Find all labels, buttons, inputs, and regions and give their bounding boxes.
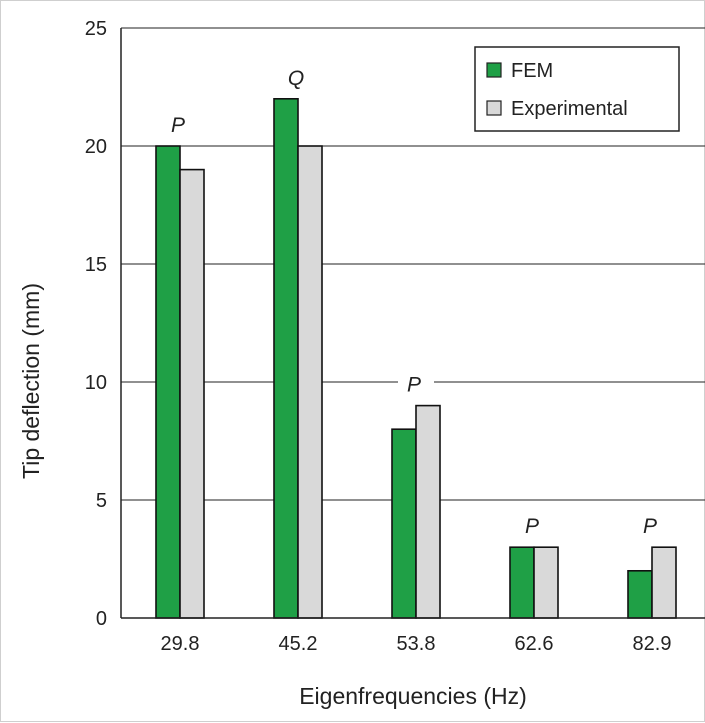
bar-fem-29.8 bbox=[155, 145, 181, 619]
y-tick-label: 5 bbox=[96, 490, 107, 512]
bar-experimental-45.2 bbox=[297, 145, 323, 619]
x-tick-label: 82.9 bbox=[633, 633, 672, 655]
y-tick-label: 15 bbox=[85, 254, 107, 276]
y-tick-label: 25 bbox=[85, 18, 107, 40]
y-tick-label: 10 bbox=[85, 372, 107, 394]
bar-annotation: P bbox=[407, 374, 421, 397]
bar-annotation: P bbox=[643, 515, 657, 538]
y-tick-label: 0 bbox=[96, 608, 107, 630]
x-tick-label: 53.8 bbox=[397, 633, 436, 655]
legend-label-experimental: Experimental bbox=[511, 98, 628, 120]
annotation-halo bbox=[280, 64, 316, 91]
gridlines bbox=[121, 27, 705, 501]
bar-experimental-29.8 bbox=[179, 168, 205, 619]
bar-fem-62.6 bbox=[509, 546, 535, 619]
bar-experimental-53.8 bbox=[415, 404, 441, 619]
x-axis-title: Eigenfrequencies (Hz) bbox=[299, 683, 527, 709]
annotation-halo bbox=[634, 513, 670, 540]
annotation-halo bbox=[162, 112, 198, 138]
x-tick-labels: 29.8 45.2 53.8 62.6 82.9 bbox=[161, 633, 672, 655]
y-tick-label: 20 bbox=[85, 136, 107, 158]
bar-annotations: P Q P P P bbox=[162, 64, 670, 540]
bar-annotation: P bbox=[525, 515, 539, 538]
legend: FEM Experimental bbox=[474, 46, 680, 132]
x-tick-label: 29.8 bbox=[161, 633, 200, 655]
y-axis-title: Tip deflection (mm) bbox=[18, 283, 44, 479]
axes bbox=[120, 28, 705, 619]
legend-swatch-experimental bbox=[486, 100, 502, 116]
bars bbox=[155, 98, 677, 619]
bar-fem-45.2 bbox=[273, 98, 299, 619]
x-tick-label: 62.6 bbox=[515, 633, 554, 655]
bar-annotation: P bbox=[171, 114, 185, 137]
bar-experimental-82.9 bbox=[651, 546, 677, 619]
legend-label-fem: FEM bbox=[511, 60, 553, 82]
y-tick-labels: 0 5 10 15 20 25 bbox=[85, 18, 107, 630]
bar-experimental-62.6 bbox=[533, 546, 559, 619]
bar-annotation: Q bbox=[288, 67, 304, 90]
bar-fem-82.9 bbox=[627, 569, 653, 619]
legend-swatch-fem bbox=[486, 62, 502, 78]
x-tick-label: 45.2 bbox=[279, 633, 318, 655]
annotation-halo bbox=[516, 513, 552, 540]
bar-fem-53.8 bbox=[391, 428, 417, 619]
annotation-halo bbox=[398, 371, 434, 398]
